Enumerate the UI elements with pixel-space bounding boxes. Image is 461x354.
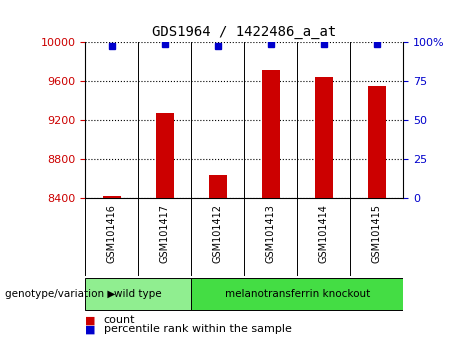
- Bar: [261, 70, 280, 198]
- Text: melanotransferrin knockout: melanotransferrin knockout: [225, 289, 370, 299]
- Text: GSM101414: GSM101414: [319, 205, 329, 263]
- Bar: [102, 196, 121, 198]
- Text: GSM101412: GSM101412: [213, 205, 223, 263]
- Text: GSM101415: GSM101415: [372, 205, 382, 263]
- Bar: [155, 113, 174, 198]
- Text: GSM101413: GSM101413: [266, 205, 276, 263]
- Text: percentile rank within the sample: percentile rank within the sample: [104, 324, 292, 334]
- Title: GDS1964 / 1422486_a_at: GDS1964 / 1422486_a_at: [152, 25, 337, 39]
- Bar: [314, 76, 333, 198]
- Text: genotype/variation ▶: genotype/variation ▶: [5, 289, 115, 299]
- Bar: [367, 86, 386, 198]
- Text: wild type: wild type: [114, 289, 162, 299]
- Text: GSM101416: GSM101416: [107, 205, 117, 263]
- Text: GSM101417: GSM101417: [160, 205, 170, 263]
- Text: ■: ■: [85, 315, 96, 325]
- Bar: [208, 175, 227, 198]
- Text: ■: ■: [85, 324, 96, 334]
- Text: count: count: [104, 315, 135, 325]
- FancyBboxPatch shape: [85, 278, 191, 310]
- FancyBboxPatch shape: [191, 278, 403, 310]
